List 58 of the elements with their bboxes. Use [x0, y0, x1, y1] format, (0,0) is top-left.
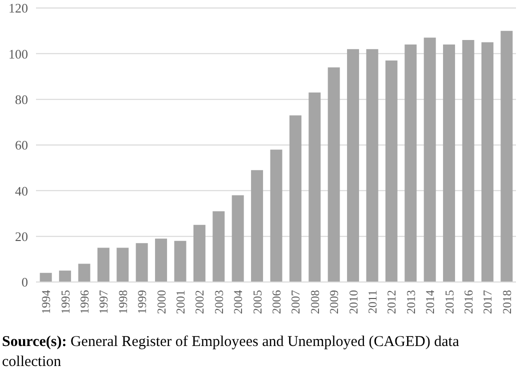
bar — [78, 264, 90, 282]
x-tick-label: 1996 — [78, 290, 92, 314]
x-tick-label: 1997 — [96, 290, 111, 314]
x-tick-label: 2012 — [384, 290, 399, 314]
bar — [366, 49, 378, 282]
bar — [328, 67, 340, 282]
x-tick-label: 2015 — [442, 290, 456, 314]
x-tick-label: 2001 — [174, 290, 188, 314]
x-tick-label: 2002 — [192, 290, 207, 314]
x-tick-label: 2008 — [308, 290, 322, 314]
bar — [385, 60, 398, 282]
x-tick-label: 2017 — [480, 290, 495, 314]
bar — [116, 248, 129, 282]
bar — [289, 115, 302, 282]
x-tick-label: 1998 — [116, 290, 130, 314]
x-tick-label: 1999 — [135, 290, 150, 314]
x-tick-label: 2018 — [500, 290, 514, 314]
x-tick-label: 2011 — [366, 290, 380, 314]
x-tick-label: 1995 — [58, 290, 72, 314]
bar — [404, 44, 417, 282]
y-tick-label: 60 — [15, 138, 28, 153]
x-tick-label: 2009 — [327, 290, 342, 314]
bar — [40, 272, 52, 282]
bar — [481, 42, 494, 282]
bar — [97, 248, 110, 282]
bar — [232, 195, 244, 282]
bar — [347, 49, 360, 282]
y-tick-label: 100 — [8, 46, 28, 62]
y-tick-label: 0 — [22, 274, 28, 290]
bar — [270, 150, 282, 282]
bar — [308, 92, 321, 282]
x-tick-label: 2006 — [270, 290, 284, 314]
y-tick-label: 120 — [8, 0, 28, 16]
x-tick-label: 2016 — [462, 290, 476, 314]
bar — [136, 243, 148, 282]
bar — [212, 211, 225, 282]
x-tick-label: 2005 — [250, 290, 264, 314]
x-tick-label: 2000 — [154, 290, 168, 314]
y-tick-label: 80 — [15, 92, 28, 107]
x-tick-label: 2004 — [231, 290, 246, 314]
bar — [193, 224, 206, 282]
bar — [462, 40, 474, 282]
x-tick-label: 2010 — [346, 290, 360, 314]
x-tick-label: 2013 — [404, 290, 418, 314]
x-tick-label: 2003 — [212, 290, 226, 314]
bar — [174, 240, 186, 282]
bar — [500, 30, 513, 282]
y-tick-label: 40 — [15, 183, 28, 198]
source-note: Source(s): General Register of Employees and Unemployed (CAGED) data collection — [2, 334, 460, 370]
x-tick-label: 1994 — [39, 290, 54, 314]
bar — [59, 270, 72, 282]
bar — [443, 44, 456, 282]
bar — [155, 238, 168, 282]
bar — [251, 170, 264, 282]
x-tick-label: 2014 — [423, 290, 438, 314]
x-tick-label: 2007 — [288, 290, 303, 314]
bar — [424, 38, 436, 282]
y-tick-label: 20 — [15, 228, 28, 244]
